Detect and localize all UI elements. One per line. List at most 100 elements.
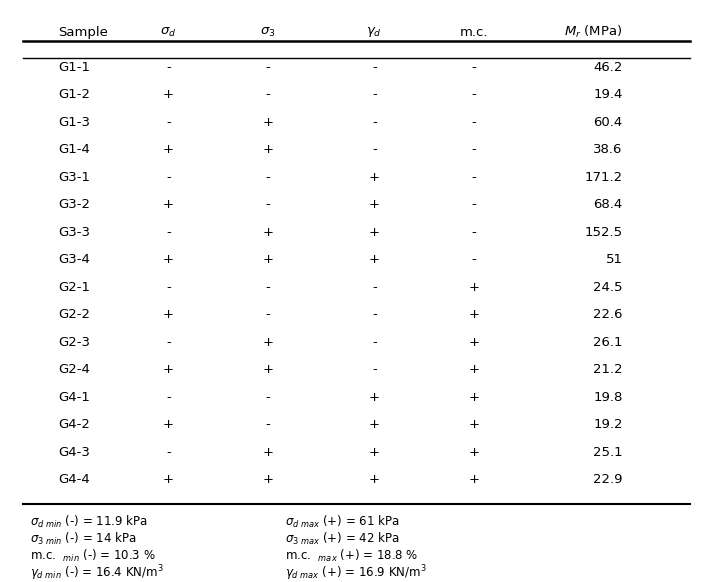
Text: 22.6: 22.6 — [593, 308, 623, 321]
Text: -: - — [372, 336, 376, 349]
Text: Sample: Sample — [58, 26, 108, 39]
Text: 19.4: 19.4 — [593, 88, 623, 101]
Text: +: + — [262, 446, 273, 459]
Text: G2-2: G2-2 — [58, 308, 91, 321]
Text: G4-4: G4-4 — [58, 473, 90, 486]
Text: +: + — [369, 473, 380, 486]
Text: +: + — [262, 336, 273, 349]
Text: +: + — [468, 418, 479, 431]
Text: 22.9: 22.9 — [593, 473, 623, 486]
Text: +: + — [369, 253, 380, 266]
Text: G2-4: G2-4 — [58, 363, 90, 376]
Text: 46.2: 46.2 — [593, 61, 623, 73]
Text: -: - — [372, 88, 376, 101]
Text: -: - — [471, 253, 476, 266]
Text: +: + — [163, 253, 174, 266]
Text: 171.2: 171.2 — [585, 171, 623, 183]
Text: $\gamma_d$: $\gamma_d$ — [366, 25, 382, 39]
Text: -: - — [265, 88, 270, 101]
Text: G1-2: G1-2 — [58, 88, 91, 101]
Text: +: + — [262, 226, 273, 239]
Text: -: - — [166, 446, 170, 459]
Text: 21.2: 21.2 — [593, 363, 623, 376]
Text: $\gamma_{d\ max}$ (+) = 16.9 KN/m$^3$: $\gamma_{d\ max}$ (+) = 16.9 KN/m$^3$ — [285, 563, 427, 582]
Text: -: - — [166, 391, 170, 404]
Text: -: - — [471, 198, 476, 211]
Text: -: - — [265, 308, 270, 321]
Text: G1-4: G1-4 — [58, 143, 90, 156]
Text: +: + — [163, 418, 174, 431]
Text: -: - — [372, 363, 376, 376]
Text: +: + — [468, 473, 479, 486]
Text: -: - — [166, 61, 170, 73]
Text: +: + — [369, 171, 380, 183]
Text: -: - — [471, 171, 476, 183]
Text: $\sigma_{3\ max}$ (+) = 42 kPa: $\sigma_{3\ max}$ (+) = 42 kPa — [285, 531, 400, 547]
Text: $M_r$ (MPa): $M_r$ (MPa) — [564, 24, 623, 40]
Text: +: + — [369, 418, 380, 431]
Text: +: + — [468, 363, 479, 376]
Text: 152.5: 152.5 — [585, 226, 623, 239]
Text: +: + — [163, 473, 174, 486]
Text: G2-1: G2-1 — [58, 281, 91, 293]
Text: -: - — [471, 116, 476, 129]
Text: 60.4: 60.4 — [594, 116, 623, 129]
Text: +: + — [369, 446, 380, 459]
Text: G4-1: G4-1 — [58, 391, 90, 404]
Text: -: - — [372, 116, 376, 129]
Text: +: + — [163, 198, 174, 211]
Text: 19.2: 19.2 — [593, 418, 623, 431]
Text: G4-2: G4-2 — [58, 418, 90, 431]
Text: -: - — [166, 116, 170, 129]
Text: +: + — [163, 308, 174, 321]
Text: $\gamma_{d\ min}$ (-) = 16.4 KN/m$^3$: $\gamma_{d\ min}$ (-) = 16.4 KN/m$^3$ — [30, 563, 163, 582]
Text: -: - — [265, 281, 270, 293]
Text: G3-2: G3-2 — [58, 198, 91, 211]
Text: -: - — [265, 171, 270, 183]
Text: +: + — [262, 253, 273, 266]
Text: +: + — [468, 308, 479, 321]
Text: 38.6: 38.6 — [593, 143, 623, 156]
Text: 68.4: 68.4 — [594, 198, 623, 211]
Text: -: - — [166, 171, 170, 183]
Text: $\sigma_{d\ min}$ (-) = 11.9 kPa: $\sigma_{d\ min}$ (-) = 11.9 kPa — [30, 514, 148, 530]
Text: -: - — [265, 391, 270, 404]
Text: -: - — [471, 226, 476, 239]
Text: +: + — [163, 363, 174, 376]
Text: -: - — [166, 226, 170, 239]
Text: 24.5: 24.5 — [593, 281, 623, 293]
Text: G3-4: G3-4 — [58, 253, 90, 266]
Text: +: + — [468, 446, 479, 459]
Text: -: - — [265, 418, 270, 431]
Text: 25.1: 25.1 — [593, 446, 623, 459]
Text: G3-1: G3-1 — [58, 171, 91, 183]
Text: +: + — [369, 391, 380, 404]
Text: +: + — [262, 473, 273, 486]
Text: +: + — [468, 336, 479, 349]
Text: -: - — [265, 198, 270, 211]
Text: +: + — [262, 363, 273, 376]
Text: -: - — [166, 281, 170, 293]
Text: +: + — [369, 226, 380, 239]
Text: 26.1: 26.1 — [593, 336, 623, 349]
Text: +: + — [369, 198, 380, 211]
Text: $\sigma_3$: $\sigma_3$ — [260, 26, 275, 39]
Text: G1-3: G1-3 — [58, 116, 91, 129]
Text: +: + — [468, 391, 479, 404]
Text: -: - — [471, 143, 476, 156]
Text: m.c.  $_{max}$ (+) = 18.8 %: m.c. $_{max}$ (+) = 18.8 % — [285, 548, 419, 564]
Text: G4-3: G4-3 — [58, 446, 90, 459]
Text: -: - — [372, 61, 376, 73]
Text: -: - — [471, 88, 476, 101]
Text: 51: 51 — [606, 253, 623, 266]
Text: $\sigma_{3\ min}$ (-) = 14 kPa: $\sigma_{3\ min}$ (-) = 14 kPa — [30, 531, 136, 547]
Text: +: + — [262, 143, 273, 156]
Text: G3-3: G3-3 — [58, 226, 91, 239]
Text: $\sigma_{d\ max}$ (+) = 61 kPa: $\sigma_{d\ max}$ (+) = 61 kPa — [285, 514, 400, 530]
Text: G1-1: G1-1 — [58, 61, 91, 73]
Text: $\sigma_d$: $\sigma_d$ — [160, 26, 176, 39]
Text: 19.8: 19.8 — [593, 391, 623, 404]
Text: +: + — [262, 116, 273, 129]
Text: m.c.: m.c. — [459, 26, 488, 39]
Text: G2-3: G2-3 — [58, 336, 91, 349]
